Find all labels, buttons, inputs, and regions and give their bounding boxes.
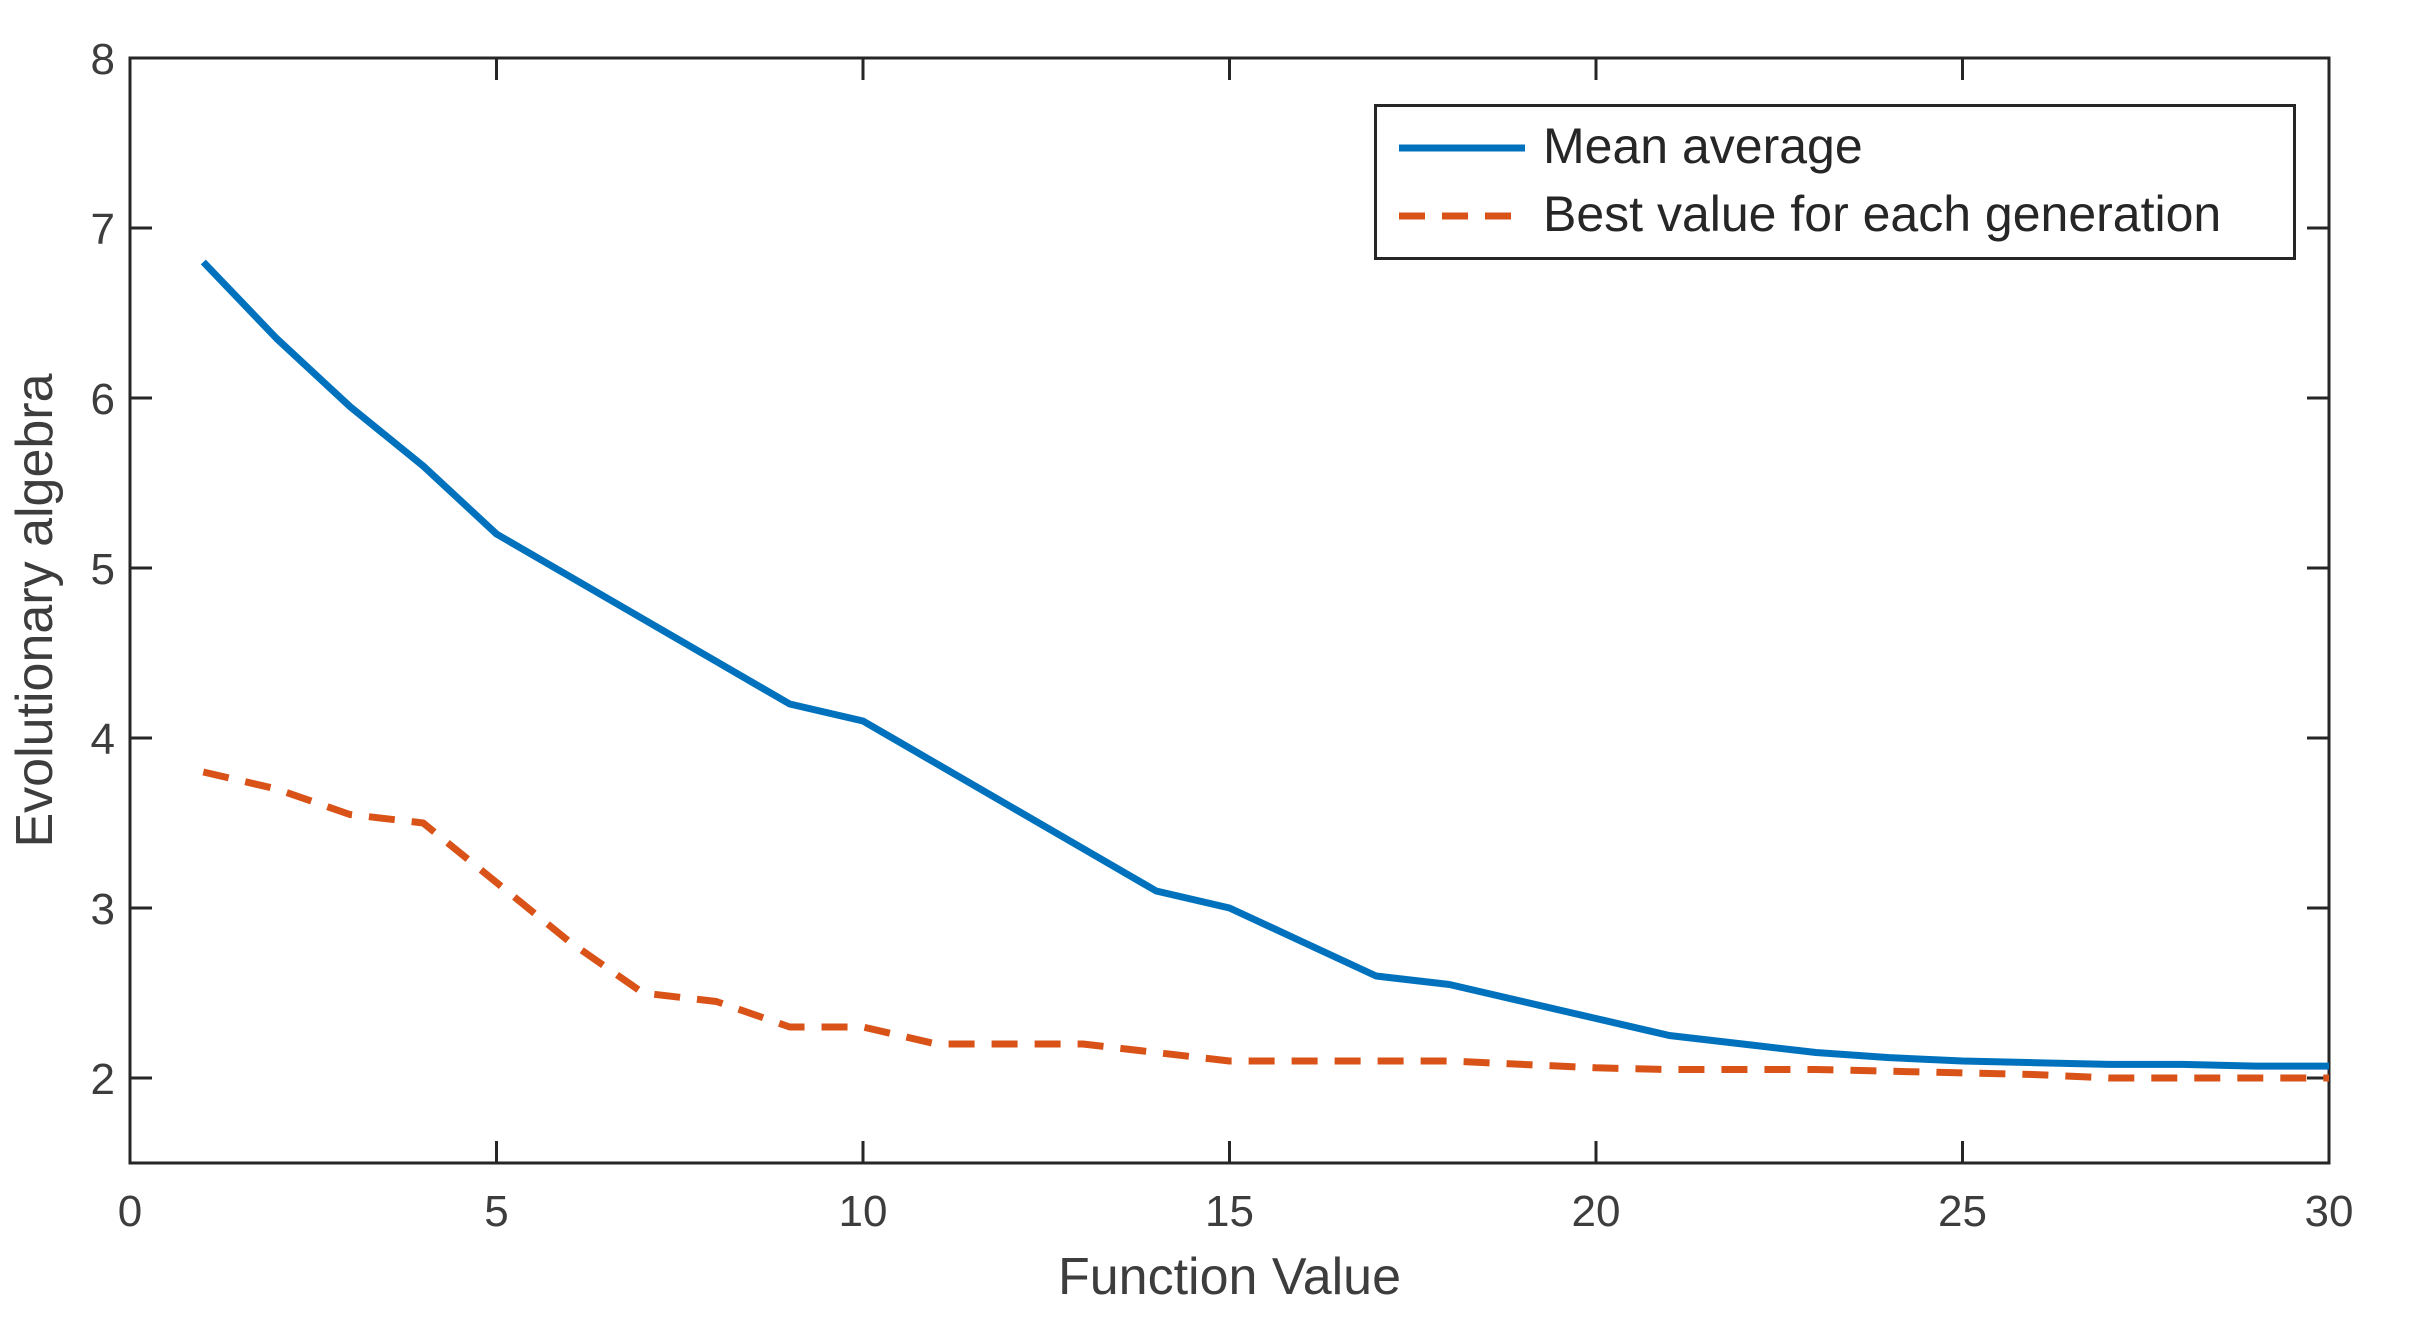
y-tick-label: 3 [91, 885, 115, 934]
x-tick-label: 20 [1572, 1187, 1621, 1236]
x-tick-label: 15 [1205, 1187, 1254, 1236]
y-tick-label: 5 [91, 545, 115, 594]
y-tick-label: 8 [91, 35, 115, 84]
legend-label-best-value: Best value for each generation [1543, 186, 2222, 242]
mean-average-line [200, 259, 2329, 1070]
legend-item-best-value: Best value for each generation [1377, 189, 2293, 243]
y-tick-label: 4 [91, 715, 115, 764]
best-value-line-sample [1399, 212, 1525, 220]
x-tick-label: 5 [484, 1187, 508, 1236]
legend-label-mean-average: Mean average [1543, 118, 1863, 174]
x-tick-label: 30 [2305, 1187, 2354, 1236]
legend-item-mean-average: Mean average [1377, 121, 2293, 175]
best-value-line [202, 768, 2329, 1082]
y-axis-label: Evolutionary algebra [6, 373, 64, 847]
x-tick-label: 0 [118, 1187, 142, 1236]
x-tick-label: 25 [1938, 1187, 1987, 1236]
y-tick-label: 6 [91, 375, 115, 424]
y-tick-label: 7 [91, 205, 115, 254]
mean-average-line-sample [1399, 144, 1525, 152]
legend: Mean average Best value for each generat… [1374, 104, 2296, 260]
x-tick-label: 10 [839, 1187, 888, 1236]
y-tick-label: 2 [91, 1055, 115, 1104]
x-axis-label: Function Value [1058, 1248, 1401, 1306]
